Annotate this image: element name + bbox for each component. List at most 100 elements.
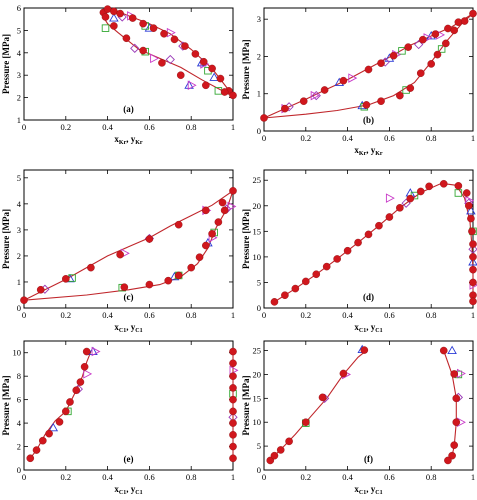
data-point xyxy=(333,255,341,263)
data-point xyxy=(158,59,166,67)
plot-frame xyxy=(23,340,234,471)
y-tick-label: 10 xyxy=(253,252,262,262)
data-point xyxy=(187,263,195,272)
data-point xyxy=(229,395,237,404)
x-tick-label: 0.4 xyxy=(342,472,353,482)
data-point xyxy=(202,81,210,90)
data-point xyxy=(467,214,475,223)
square-marker xyxy=(454,189,463,197)
data-point xyxy=(406,194,415,203)
y-tick-label: 1 xyxy=(257,89,261,99)
data-point xyxy=(181,42,189,50)
x-tick-label: 0.4 xyxy=(342,310,353,320)
right-triangle-marker xyxy=(385,193,395,203)
data-point xyxy=(76,378,85,386)
data-point xyxy=(377,59,385,67)
data-point xyxy=(101,13,110,21)
y-tick-label: 2 xyxy=(257,51,261,61)
panel-label: (f) xyxy=(364,454,373,464)
data-point xyxy=(208,64,216,73)
data-point xyxy=(170,35,179,44)
panel-label: (e) xyxy=(124,454,134,464)
y-tick-label: 10 xyxy=(253,417,262,427)
data-point xyxy=(364,230,373,239)
diamond-marker xyxy=(165,54,175,65)
data-point xyxy=(322,262,331,271)
y-tick-label: 15 xyxy=(253,226,262,236)
data-point xyxy=(229,419,237,427)
data-point xyxy=(431,30,440,38)
data-point xyxy=(195,253,204,262)
x-axis-label: xC1, yC1 xyxy=(114,322,142,334)
x-tick-label: 0.6 xyxy=(144,122,155,132)
data-point xyxy=(462,189,471,197)
x-tick-label: 1 xyxy=(471,133,475,143)
panel-b: 0 0.2 0.4 0.6 0.8 1 0 1 2 3 (b) xKr, yKr Pressure [M… xyxy=(241,7,477,157)
x-tick-label: 0.8 xyxy=(186,310,197,320)
data-point xyxy=(281,104,289,113)
phase-envelope-curve xyxy=(23,189,235,301)
y-axis-label: Pressure [MPa] xyxy=(241,40,251,100)
phase-envelope-curve xyxy=(102,9,234,96)
data-point xyxy=(468,227,476,236)
data-point xyxy=(439,179,448,188)
panel-label: (b) xyxy=(363,115,374,125)
data-point xyxy=(299,97,308,105)
y-tick-label: 0 xyxy=(17,303,21,313)
x-tick-label: 0.6 xyxy=(384,310,395,320)
data-point xyxy=(375,221,383,230)
right-triangle-marker xyxy=(83,369,93,379)
data-point xyxy=(45,429,53,438)
plot-frame xyxy=(263,7,474,132)
y-tick-label: 15 xyxy=(253,393,262,403)
data-point xyxy=(82,347,91,356)
y-tick-label: 5 xyxy=(257,441,261,451)
panel-label: (c) xyxy=(124,292,134,302)
data-point xyxy=(260,114,268,122)
data-point xyxy=(116,9,124,18)
data-point xyxy=(229,372,237,380)
x-axis-label: xC1, yC1 xyxy=(114,484,142,496)
y-tick-label: 4 xyxy=(17,48,22,58)
data-point xyxy=(364,65,373,74)
data-point xyxy=(216,74,225,83)
data-point xyxy=(229,407,237,416)
data-point xyxy=(362,101,371,109)
triangle-marker xyxy=(466,205,476,215)
data-point xyxy=(229,384,237,392)
data-point xyxy=(452,394,461,403)
data-point xyxy=(139,46,147,55)
data-point xyxy=(72,386,81,395)
data-point xyxy=(176,71,185,79)
y-axis-label: Pressure [MPa] xyxy=(241,209,251,269)
data-point xyxy=(339,369,348,378)
x-tick-label: 0 xyxy=(22,472,26,482)
data-point xyxy=(20,296,28,304)
y-tick-label: 3 xyxy=(17,225,21,235)
data-point xyxy=(229,187,237,195)
triangle-marker xyxy=(209,72,219,81)
data-point xyxy=(452,418,461,427)
data-point xyxy=(433,50,442,59)
y-tick-label: 4 xyxy=(17,418,22,428)
x-tick-label: 1 xyxy=(471,310,475,320)
data-point xyxy=(469,253,477,261)
data-point xyxy=(389,51,398,60)
x-tick-label: 0.8 xyxy=(186,472,197,482)
x-tick-label: 0.4 xyxy=(102,310,113,320)
data-point xyxy=(360,346,369,354)
x-tick-label: 0.2 xyxy=(300,310,311,320)
data-point xyxy=(416,187,425,196)
data-point xyxy=(396,204,404,212)
data-point xyxy=(343,246,352,255)
y-tick-label: 3 xyxy=(257,14,261,24)
panel-a: 0 0.2 0.4 0.6 0.8 1 1 2 3 4 5 6 (a) xKr, yKr Pressure … xyxy=(1,3,237,146)
data-point xyxy=(301,277,310,286)
x-tick-label: 0.8 xyxy=(186,122,197,132)
diamond-marker xyxy=(130,43,140,53)
data-point xyxy=(469,278,477,287)
y-tick-label: 0 xyxy=(257,126,261,136)
x-tick-label: 1 xyxy=(471,472,475,482)
x-tick-label: 1 xyxy=(231,122,235,132)
right-triangle-marker xyxy=(150,53,160,64)
